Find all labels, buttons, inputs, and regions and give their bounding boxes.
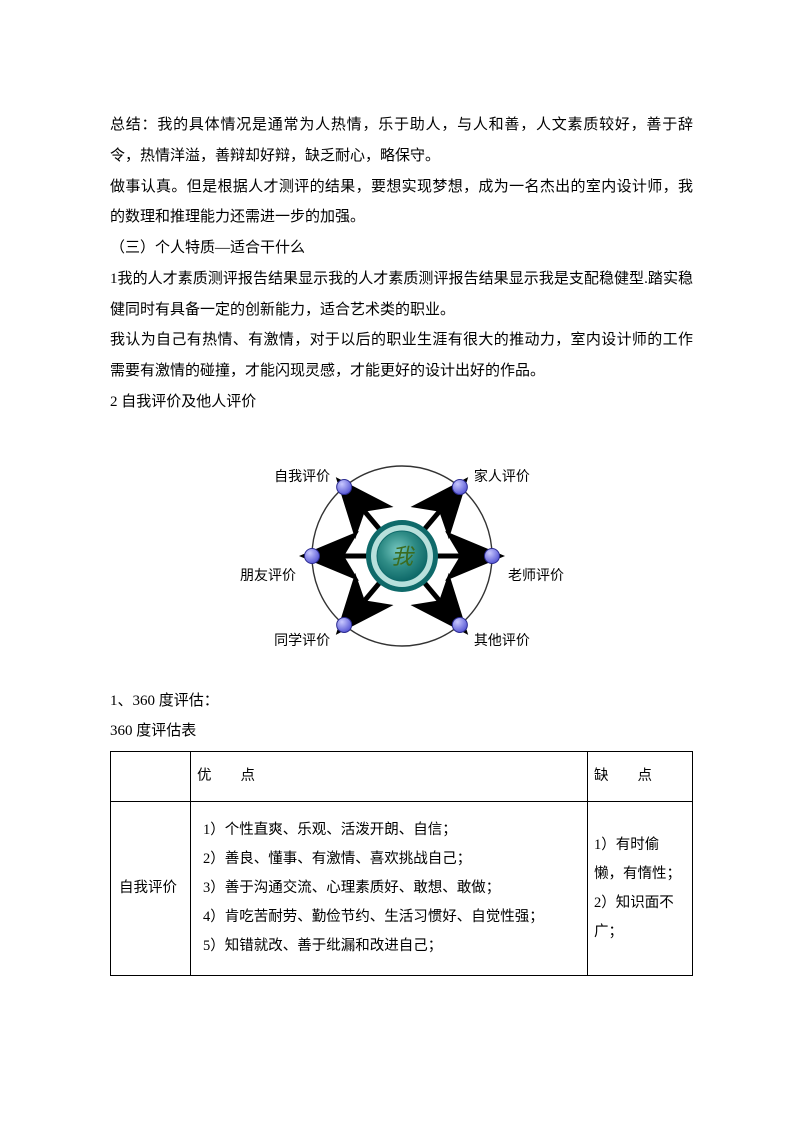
header-blank: [111, 752, 191, 802]
evaluation-table: 优 点 缺 点 自我评价 1）个性直爽、乐观、活泼开朗、自信；2）善良、懂事、有…: [110, 751, 693, 976]
svg-text:自我评价: 自我评价: [274, 469, 330, 485]
paragraph-2: 做事认真。但是根据人才测评的结果，要想实现梦想，成为一名杰出的室内设计师，我的数…: [110, 172, 693, 234]
paragraph-summary: 总结：我的具体情况是通常为人热情，乐于助人，与人和善，人文素质较好，善于辞令，热…: [110, 110, 693, 172]
paragraph-4: 1我的人才素质测评报告结果显示我的人才素质测评报告结果显示我是支配稳健型.踏实稳…: [110, 264, 693, 326]
svg-text:家人评价: 家人评价: [473, 468, 529, 485]
header-advantage: 优 点: [191, 752, 588, 802]
heading-section-3: （三）个人特质—适合干什么: [110, 233, 693, 264]
row-label: 自我评价: [111, 802, 191, 976]
header-disadvantage: 缺 点: [588, 752, 693, 802]
label-360-table: 360 度评估表: [110, 716, 693, 747]
table-row: 自我评价 1）个性直爽、乐观、活泼开朗、自信；2）善良、懂事、有激情、喜欢挑战自…: [111, 802, 693, 976]
row-pros: 1）个性直爽、乐观、活泼开朗、自信；2）善良、懂事、有激情、喜欢挑战自己；3）善…: [191, 802, 588, 976]
svg-text:其他评价: 其他评价: [473, 632, 529, 648]
svg-text:同学评价: 同学评价: [274, 632, 330, 648]
svg-text:老师评价: 老师评价: [508, 568, 564, 584]
table-header-row: 优 点 缺 点: [111, 752, 693, 802]
heading-self-eval: 2 自我评价及他人评价: [110, 387, 693, 418]
evaluation-diagram: 我 自我评价 家人评价老师评价其他评价 同学评价 朋友评价: [110, 424, 693, 684]
label-360: 1、360 度评估：: [110, 686, 693, 717]
radial-diagram-svg: 我 自我评价 家人评价老师评价其他评价 同学评价 朋友评价: [222, 424, 582, 684]
svg-text:我: 我: [390, 544, 414, 569]
paragraph-5: 我认为自己有热情、有激情，对于以后的职业生涯有很大的推动力，室内设计师的工作需要…: [110, 325, 693, 387]
svg-text:朋友评价: 朋友评价: [240, 568, 296, 584]
row-cons: 1）有时偷懒，有惰性；2）知识面不广；: [588, 802, 693, 976]
